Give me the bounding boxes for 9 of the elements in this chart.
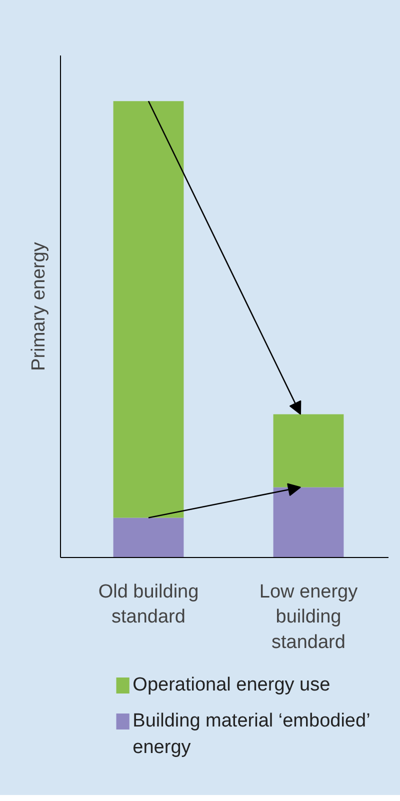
bar — [113, 101, 184, 518]
bar — [113, 518, 184, 558]
bar — [273, 414, 344, 488]
bar — [273, 487, 344, 558]
legend-label: Building material ‘embodied’ energy — [132, 710, 370, 758]
x-tick-label: Old building standard — [98, 582, 199, 628]
x-tick-label: Low energy building standard — [259, 582, 358, 653]
y-axis-title: Primary energy — [28, 242, 50, 371]
legend-label: Operational energy use — [132, 674, 330, 696]
